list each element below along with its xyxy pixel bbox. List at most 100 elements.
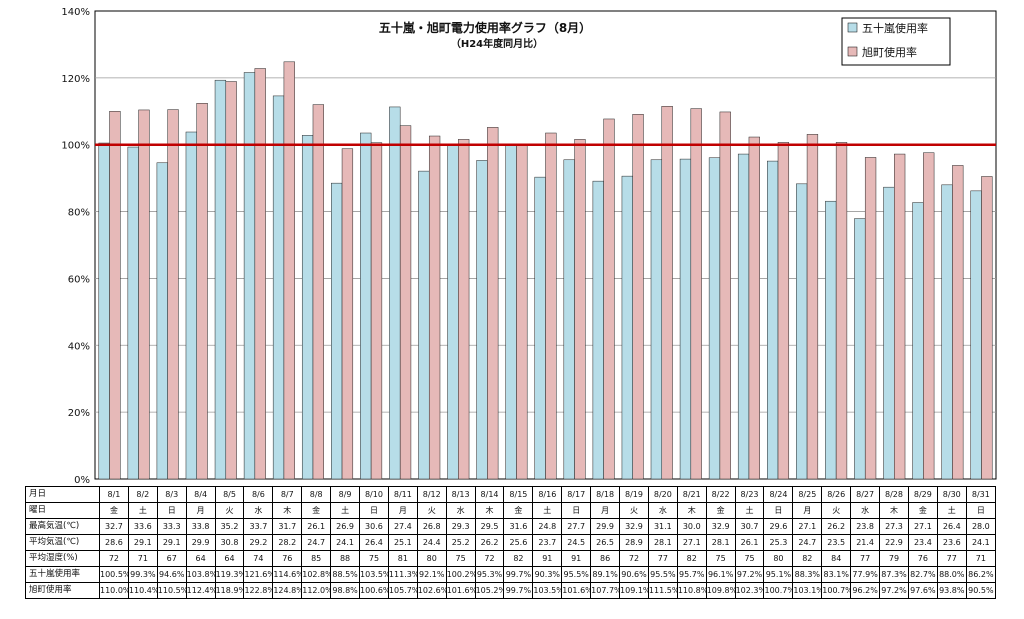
table-cell: 28.2 [272,534,303,551]
table-cell: 95.7% [676,566,707,583]
table-cell: 8/6 [243,486,274,503]
table-cell: 84 [821,550,852,567]
table-cell: 91 [561,550,592,567]
table-cell: 26.4 [359,534,389,551]
bar-series-2 [428,135,441,480]
table-cell: 29.3 [445,518,476,535]
table-cell: 8/17 [561,486,592,503]
table-cell: 95.5% [647,566,678,583]
table-cell: 8/9 [330,486,361,503]
table-cell: 25.2 [445,534,476,551]
table-cell: 88.0% [936,566,967,583]
bar-series-2 [370,142,383,480]
table-cell: 79 [879,550,909,567]
table-cell: 土 [532,502,563,519]
y-tick-label: 140% [61,7,90,18]
table-cell: 103.5% [532,582,563,599]
table-cell: 水 [647,502,678,519]
table-cell: 23.4 [907,534,938,551]
table-row-dates: 月日 8/1 8/2 8/3 8/4 8/5 8/6 8/7 8/8 8/9 8/10 8/11 8/1… [25,486,997,503]
table-cell: 8/25 [792,486,823,503]
table-cell: 月 [792,502,823,519]
table-cell: 114.6% [272,566,303,583]
bar-series-1 [854,218,866,480]
table-cell: 32.9 [619,518,649,535]
bar-series-1 [883,186,895,480]
bar-series-2 [516,145,528,480]
table-cell: 29.1 [156,534,187,551]
table-cell: 8/1 [99,486,129,503]
table-cell: 33.3 [156,518,187,535]
table-cell: 木 [272,502,303,519]
chart-title: 五十嵐・旭町電力使用率グラフ（8月） [379,20,591,35]
table-cell: 33.6 [127,518,158,535]
table-cell: 35.2 [214,518,245,535]
bar-series-1 [214,79,227,480]
bar-series-1 [970,190,982,480]
table-cell: 8/7 [272,486,303,503]
table-cell: 木 [879,502,909,519]
table-cell: 金 [503,502,534,519]
table-cell: 86 [590,550,621,567]
table-cell: 日 [156,502,187,519]
table-cell: 8/30 [936,486,967,503]
table-cell: 100.7% [821,582,852,599]
table-cell: 27.4 [387,518,418,535]
bar-series-2 [225,81,237,480]
bar-series-2 [748,136,760,480]
table-cell: 29.1 [127,534,158,551]
table-cell: 23.6 [936,534,967,551]
table-cell: 77 [647,550,678,567]
data-table: 月日 8/1 8/2 8/3 8/4 8/5 8/6 8/7 8/8 8/9 8/10 8/11 8/1… [25,486,997,599]
table-cell: 100.6% [359,582,389,599]
table-cell: 金 [99,502,129,519]
table-cell: 103.1% [792,582,823,599]
table-cell: 111.3% [387,566,418,583]
table-cell: 101.6% [561,582,592,599]
table-row-header: 曜日 [25,502,100,519]
bar-series-1 [476,160,488,480]
table-cell: 8/19 [619,486,649,503]
table-cell: 28.1 [647,534,678,551]
table-cell: 30.6 [359,518,389,535]
table-cell: 24.7 [792,534,823,551]
table-cell: 82 [503,550,534,567]
table-cell: 112.4% [185,582,216,599]
table-cell: 木 [474,502,505,519]
bar-series-2 [661,106,673,480]
table-cell: 30.0 [676,518,707,535]
table-cell: 85 [301,550,332,567]
y-tick-label: 80% [68,208,90,219]
table-cell: 土 [330,502,361,519]
bar-series-2 [777,142,790,480]
table-cell: 30.7 [734,518,765,535]
table-cell: 90.3% [532,566,563,583]
table-cell: 72 [99,550,129,567]
table-cell: 月 [185,502,216,519]
legend-label-series-2: 旭町使用率 [862,45,917,59]
bar-series-2 [138,109,150,480]
table-cell: 火 [416,502,447,519]
bar-series-1 [301,135,314,480]
table-cell: 水 [850,502,881,519]
table-cell: 火 [619,502,649,519]
bar-series-2 [632,114,644,480]
bar-series-1 [941,184,953,480]
table-cell: 26.4 [936,518,967,535]
y-tick-label: 100% [61,141,90,152]
table-cell: 77.9% [850,566,881,583]
table-cell: 8/3 [156,486,187,503]
table-cell: 25.3 [763,534,794,551]
table-cell: 100.7% [763,582,794,599]
table-cell: 27.1 [792,518,823,535]
table-row-header: 最高気温(℃) [25,518,100,535]
chart-subtitle: （H24年度同月比） [451,37,543,50]
y-tick-label: 20% [68,408,90,419]
bar-series-2 [574,139,586,480]
table-cell: 26.2 [474,534,505,551]
bar-series-1 [360,132,372,480]
table-cell: 木 [676,502,707,519]
bar-series-1 [796,183,808,480]
legend-swatch-series-1 [847,22,858,33]
table-cell: 110.5% [156,582,187,599]
